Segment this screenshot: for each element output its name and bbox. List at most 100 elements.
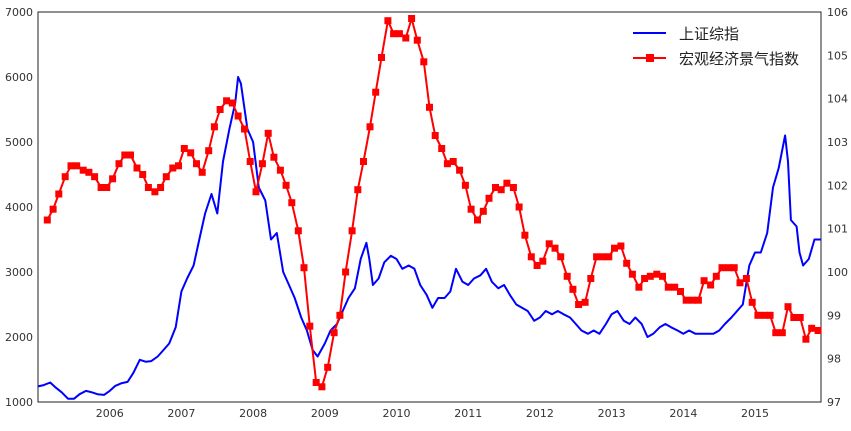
macro-index-point bbox=[605, 253, 613, 261]
macro-index-point bbox=[175, 162, 182, 170]
legend: 上证综指 宏观经济景气指数 bbox=[633, 25, 799, 68]
macro-index-point bbox=[456, 166, 464, 174]
left-y-tick-label: 6000 bbox=[5, 71, 33, 84]
macro-index-point bbox=[527, 253, 535, 261]
right-y-axis: 97 98 99 100 101 102 103 104 105 106 bbox=[827, 6, 848, 409]
macro-index-point bbox=[778, 329, 786, 337]
macro-index-point bbox=[492, 184, 499, 191]
macro-index-point bbox=[372, 88, 380, 96]
left-y-tick-label: 7000 bbox=[5, 6, 33, 19]
right-y-tick-label: 103 bbox=[827, 136, 848, 149]
macro-index-point bbox=[545, 240, 553, 248]
macro-index-point bbox=[539, 257, 547, 265]
left-y-tick-label: 1000 bbox=[5, 396, 33, 409]
right-y-tick-label: 104 bbox=[827, 93, 848, 106]
macro-index-point bbox=[43, 216, 51, 224]
macro-index-point bbox=[282, 181, 290, 189]
macro-index-point bbox=[288, 199, 296, 207]
macro-index-point bbox=[384, 17, 392, 25]
macro-index-point bbox=[563, 272, 571, 280]
macro-index-point bbox=[85, 168, 93, 176]
macro-index-point bbox=[61, 173, 69, 181]
macro-index-point bbox=[593, 253, 601, 261]
macro-index-point bbox=[485, 194, 493, 202]
macro-index-point bbox=[635, 283, 643, 291]
macro-index-point bbox=[103, 184, 111, 191]
macro-index-point bbox=[306, 322, 314, 330]
macro-index-point bbox=[646, 272, 654, 280]
macro-index-point bbox=[623, 259, 631, 267]
x-tick-label: 2014 bbox=[669, 407, 697, 420]
macro-index-point bbox=[49, 205, 57, 213]
macro-index-point bbox=[198, 168, 206, 176]
macro-index-point bbox=[324, 363, 332, 371]
macro-index-point bbox=[611, 244, 618, 252]
macro-index-point bbox=[420, 58, 428, 66]
right-y-tick-label: 99 bbox=[827, 309, 841, 322]
macro-index-point bbox=[216, 106, 224, 113]
macro-index-point bbox=[700, 277, 708, 285]
macro-index-point bbox=[664, 283, 672, 291]
macro-index-point bbox=[790, 314, 798, 321]
macro-index-point bbox=[557, 253, 565, 261]
macro-index-point bbox=[97, 184, 105, 191]
macro-index-point bbox=[808, 324, 816, 332]
macro-index-point bbox=[712, 272, 720, 280]
macro-index-point bbox=[413, 36, 421, 44]
macro-index-point bbox=[521, 231, 529, 239]
macro-index-point bbox=[461, 181, 469, 189]
series-layer bbox=[37, 15, 822, 400]
right-y-tick-label: 98 bbox=[827, 353, 841, 366]
x-tick-label: 2010 bbox=[383, 407, 411, 420]
macro-index-point bbox=[187, 149, 195, 157]
x-tick-label: 2007 bbox=[167, 407, 195, 420]
legend-label-index: 上证综指 bbox=[679, 25, 739, 43]
macro-index-point bbox=[694, 296, 702, 304]
x-tick-label: 2015 bbox=[741, 407, 769, 420]
macro-index-point bbox=[509, 184, 517, 191]
macro-index-point bbox=[169, 164, 177, 172]
macro-index-point bbox=[515, 203, 523, 211]
macro-index-point bbox=[223, 97, 231, 105]
macro-index-point bbox=[276, 166, 284, 174]
macro-index-point bbox=[121, 151, 129, 159]
macro-index-point bbox=[474, 216, 481, 224]
macro-index-point bbox=[144, 184, 152, 191]
macro-index-point bbox=[748, 298, 756, 306]
macro-index-point bbox=[760, 311, 768, 319]
right-y-tick-label: 97 bbox=[827, 396, 841, 409]
macro-index-point bbox=[467, 205, 475, 213]
macro-index-point bbox=[133, 164, 141, 172]
macro-index-point bbox=[354, 186, 362, 194]
macro-index-point bbox=[390, 30, 398, 38]
x-tick-label: 2011 bbox=[454, 407, 482, 420]
x-tick-label: 2009 bbox=[311, 407, 339, 420]
macro-index-point bbox=[730, 264, 738, 272]
macro-index-point bbox=[497, 186, 505, 194]
macro-index-point bbox=[91, 173, 99, 181]
macro-index-point bbox=[162, 173, 170, 181]
right-y-tick-label: 100 bbox=[827, 266, 848, 279]
macro-index-point bbox=[641, 275, 649, 282]
macro-index-point bbox=[659, 272, 666, 280]
macro-index-point bbox=[682, 296, 690, 304]
macro-index-point bbox=[180, 145, 188, 152]
macro-index-point bbox=[157, 184, 165, 191]
macro-index-point bbox=[449, 158, 457, 165]
legend-marker-macro bbox=[646, 54, 654, 62]
legend-label-macro: 宏观经济景气指数 bbox=[679, 50, 799, 68]
right-y-tick-label: 106 bbox=[827, 6, 848, 19]
x-tick-label: 2008 bbox=[239, 407, 267, 420]
x-tick-label: 2013 bbox=[598, 407, 626, 420]
macro-index-point bbox=[378, 54, 385, 61]
macro-index-point bbox=[348, 227, 356, 235]
macro-index-point bbox=[342, 268, 350, 276]
macro-index-point bbox=[318, 383, 326, 391]
macro-index-point bbox=[210, 123, 218, 131]
left-y-tick-label: 2000 bbox=[5, 331, 33, 344]
macro-index-point bbox=[336, 311, 344, 319]
macro-index-point bbox=[127, 151, 134, 159]
macro-index-point bbox=[366, 123, 374, 131]
macro-index-point bbox=[707, 281, 715, 289]
macro-index-point bbox=[67, 162, 75, 170]
